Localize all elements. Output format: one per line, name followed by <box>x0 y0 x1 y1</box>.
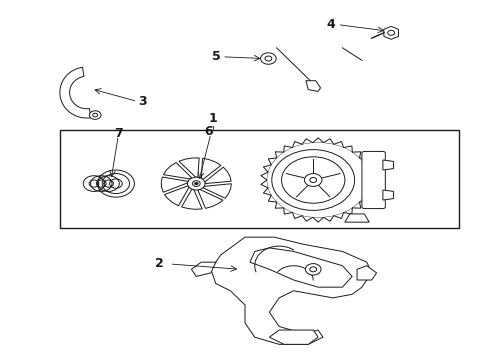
Polygon shape <box>384 26 398 39</box>
Polygon shape <box>345 214 369 222</box>
Polygon shape <box>357 266 376 280</box>
Circle shape <box>304 174 322 186</box>
Polygon shape <box>201 158 221 179</box>
FancyBboxPatch shape <box>362 152 385 208</box>
Circle shape <box>261 53 276 64</box>
Polygon shape <box>306 81 320 91</box>
Circle shape <box>305 264 321 275</box>
Polygon shape <box>165 186 189 206</box>
Circle shape <box>195 182 198 185</box>
Circle shape <box>272 150 355 210</box>
Polygon shape <box>192 262 216 276</box>
Text: 3: 3 <box>138 95 147 108</box>
Circle shape <box>267 143 369 217</box>
Polygon shape <box>270 330 318 344</box>
Polygon shape <box>161 177 188 192</box>
Text: 2: 2 <box>155 257 164 270</box>
Polygon shape <box>203 184 231 198</box>
Text: 7: 7 <box>114 127 122 140</box>
Polygon shape <box>182 189 202 209</box>
Text: 4: 4 <box>326 18 335 31</box>
Polygon shape <box>383 160 393 170</box>
Polygon shape <box>179 158 199 177</box>
Circle shape <box>282 157 345 203</box>
Text: 6: 6 <box>204 125 213 138</box>
Polygon shape <box>60 67 91 118</box>
Bar <box>60 130 460 228</box>
Polygon shape <box>198 189 223 208</box>
Polygon shape <box>383 190 393 200</box>
Polygon shape <box>211 237 372 344</box>
Polygon shape <box>163 163 192 179</box>
Circle shape <box>188 177 205 190</box>
Polygon shape <box>205 167 231 184</box>
Text: 5: 5 <box>212 50 220 63</box>
Text: 1: 1 <box>209 112 218 125</box>
Circle shape <box>89 111 101 120</box>
